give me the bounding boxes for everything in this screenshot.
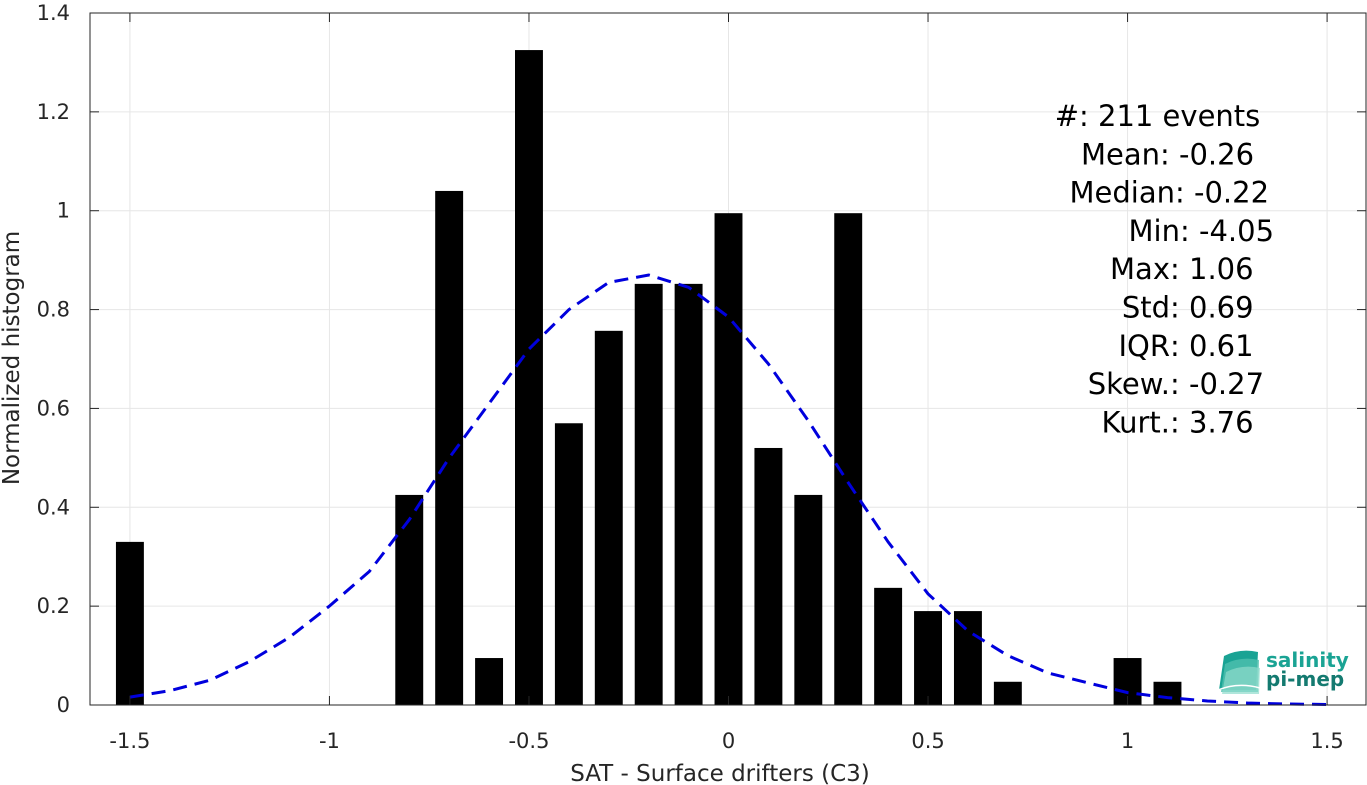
histogram-bar: [754, 447, 783, 705]
stat-value: : -0.22: [1175, 176, 1269, 210]
stat-value: : 1.06: [1170, 252, 1254, 286]
histogram-bar: [594, 330, 623, 705]
x-tick-labels: -1.5 -1 -0.5 0 0.5 1 1.5: [109, 729, 1343, 753]
stat-line: Median : -0.22: [1070, 176, 1270, 210]
stat-label: Min: [1129, 214, 1180, 248]
histogram-bar: [515, 50, 543, 706]
stat-value: : -4.05: [1180, 214, 1274, 248]
stat-value: : 3.76: [1170, 405, 1254, 439]
stat-value: : -0.27: [1170, 367, 1264, 401]
stat-line: Max : 1.06: [1110, 252, 1254, 286]
stat-label: #: [1055, 99, 1079, 133]
x-axis-label: SAT - Surface drifters (C3): [570, 761, 870, 785]
x-tick-label: -1.5: [109, 729, 150, 753]
stat-label: Max: [1110, 252, 1170, 286]
histogram-bar: [115, 541, 144, 705]
stat-label: Mean: [1081, 137, 1160, 171]
stat-value: : -0.26: [1160, 137, 1254, 171]
stat-line: # : 211 events: [1055, 99, 1261, 133]
y-tick-label: 0: [57, 693, 70, 717]
histogram-bar: [794, 494, 823, 705]
stat-line: Skew. : -0.27: [1088, 367, 1264, 401]
histogram-bar: [953, 611, 982, 705]
y-tick-label: 1.2: [37, 100, 70, 124]
grid-lines: [90, 12, 1367, 706]
histogram-bar: [435, 190, 464, 705]
stat-label: Median: [1070, 176, 1175, 210]
x-tick-label: 1: [1121, 729, 1134, 753]
x-tick-label: 1.5: [1310, 729, 1343, 753]
normal-fit-curve: [129, 273, 1328, 706]
y-tick-label: 0.6: [37, 396, 70, 420]
axis-ticks: [90, 12, 1366, 706]
x-tick-label: 0: [722, 729, 735, 753]
x-tick-label: -0.5: [508, 729, 549, 753]
y-tick-label: 0.2: [37, 594, 70, 618]
histogram-bar: [874, 587, 903, 705]
stat-line: Kurt. : 3.76: [1102, 405, 1254, 439]
y-tick-label: 0.4: [37, 495, 70, 519]
histogram-bar: [634, 283, 663, 705]
y-tick-label: 0.8: [37, 298, 70, 322]
y-axis-label: Normalized histogram: [0, 231, 25, 485]
stat-label: Skew.: [1088, 367, 1170, 401]
histogram-bar: [674, 283, 703, 705]
stat-label: IQR: [1118, 329, 1170, 363]
histogram-bar: [993, 681, 1022, 705]
y-tick-label: 1.4: [37, 1, 70, 25]
histogram-bars: [115, 50, 1182, 706]
y-tick-labels: 0 0.2 0.4 0.6 0.8 1 1.2 1.4: [37, 1, 70, 717]
histogram-bar: [714, 213, 743, 705]
salinity-pi-mep-logo: salinity pi-mep: [1217, 648, 1349, 694]
stat-line: Min : -4.05: [1129, 214, 1275, 248]
histogram-bar: [395, 494, 424, 705]
histogram-bar: [834, 213, 863, 705]
x-tick-label: 0.5: [911, 729, 944, 753]
stat-line: Mean : -0.26: [1081, 137, 1254, 171]
stat-value: : 0.69: [1170, 291, 1254, 325]
logo-text-pi-mep: pi-mep: [1266, 667, 1344, 691]
histogram-bar: [475, 658, 504, 705]
wave-logo-icon: [1217, 650, 1261, 694]
stat-label: Std: [1122, 291, 1170, 325]
stat-value: : 211 events: [1079, 99, 1260, 133]
x-tick-label: -1: [319, 729, 340, 753]
histogram-bar: [1153, 681, 1182, 705]
y-tick-label: 1: [57, 199, 70, 223]
stat-line: IQR : 0.61: [1118, 329, 1253, 363]
histogram-bar: [914, 611, 942, 705]
histogram-bar: [554, 423, 583, 705]
stat-label: Kurt.: [1102, 405, 1170, 439]
statistics-panel: # : 211 events Mean : -0.26 Median : -0.22…: [1055, 99, 1274, 439]
logo-text-salinity: salinity: [1266, 648, 1349, 672]
stat-value: : 0.61: [1170, 329, 1254, 363]
stat-line: Std : 0.69: [1122, 291, 1254, 325]
